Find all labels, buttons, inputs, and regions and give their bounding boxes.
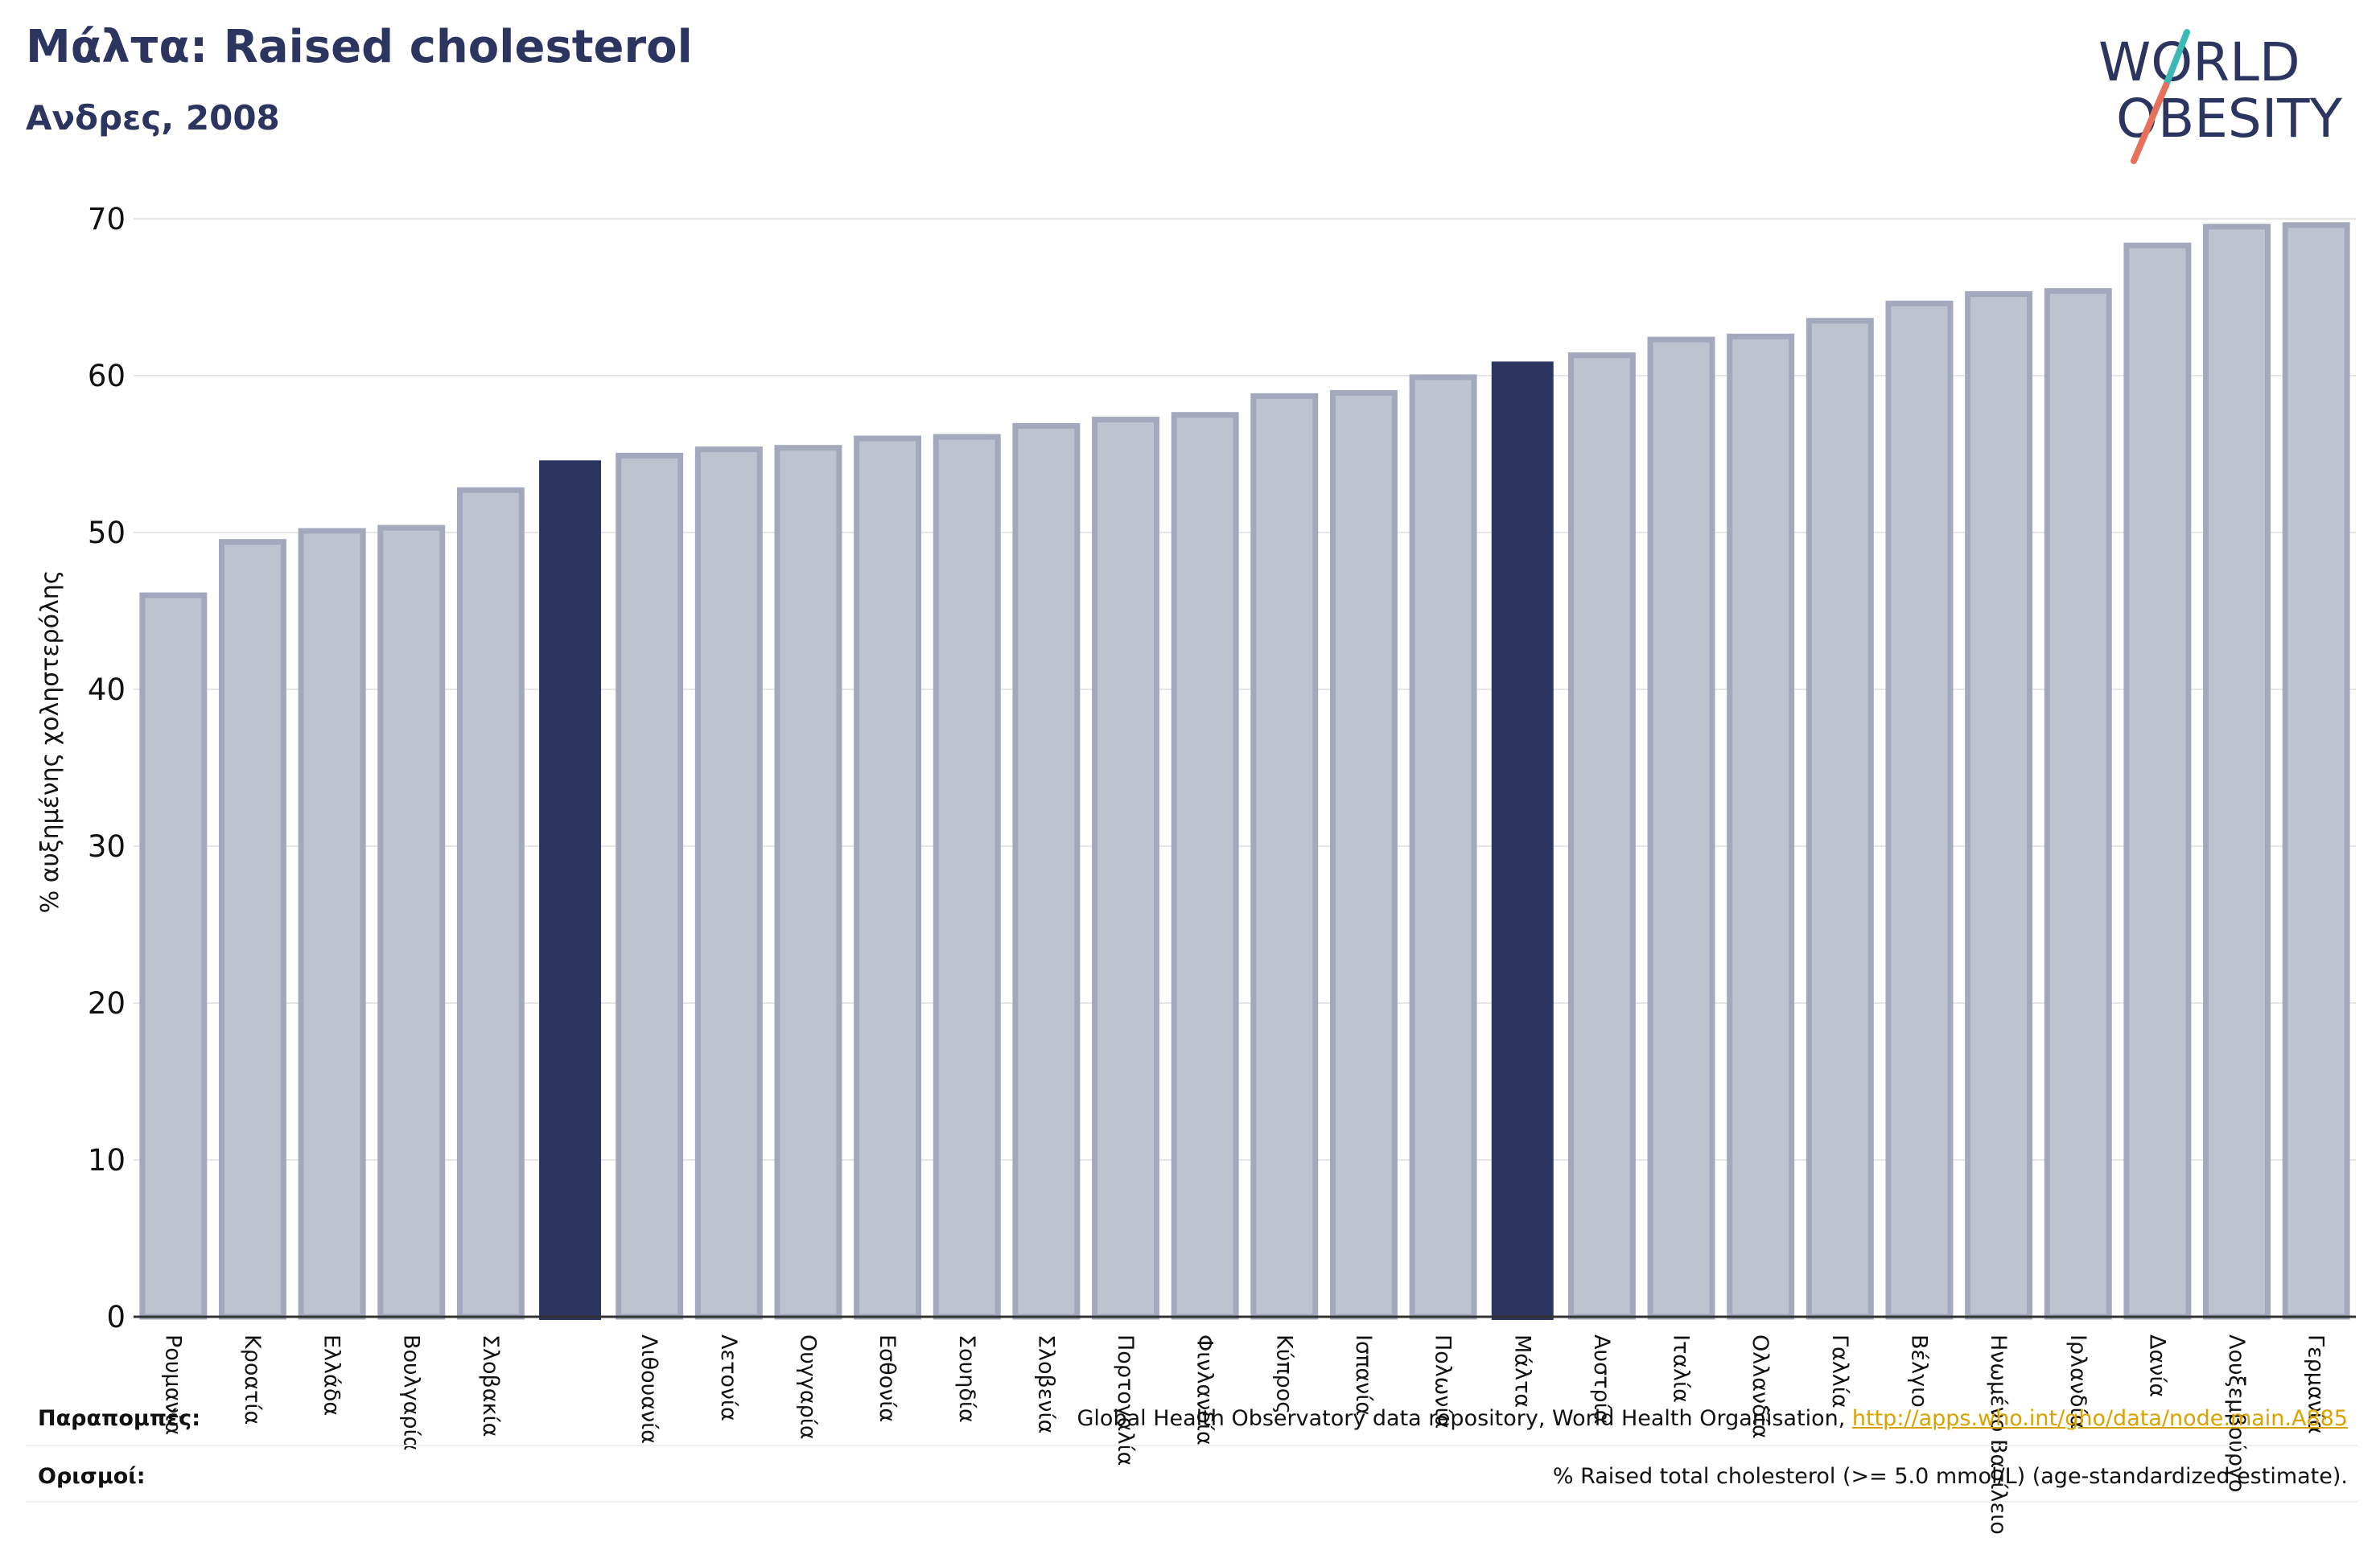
bar [456, 487, 525, 1320]
world-obesity-logo: WORLD OBESITY [2098, 29, 2343, 164]
x-tick-label: Ρουμανία [160, 1334, 185, 1435]
references-label: Παραπομπές: [38, 1406, 200, 1431]
x-tick-label: Δανία [2144, 1334, 2169, 1397]
bar [616, 452, 684, 1320]
bar [694, 446, 763, 1320]
x-tick-label: Λιθουανία [636, 1334, 661, 1444]
bar [2044, 288, 2112, 1320]
bar-highlighted [539, 460, 602, 1320]
footer-divider [26, 1445, 2357, 1446]
bar [1250, 393, 1319, 1320]
bar [139, 592, 208, 1320]
x-tick-label: Κύπρος [1271, 1334, 1296, 1414]
x-tick-label: Ισπανία [1351, 1334, 1376, 1416]
bar [1171, 412, 1239, 1320]
bar [2123, 242, 2192, 1320]
definitions-value: % Raised total cholesterol (>= 5.0 mmol/… [1552, 1464, 2348, 1489]
x-tick-label: Πορτογαλία [1113, 1334, 1138, 1466]
bar [1647, 336, 1715, 1320]
bar [2282, 222, 2350, 1320]
references-link[interactable]: http://apps.who.int/gho/data/node.main.A… [1851, 1406, 2348, 1431]
definitions-label: Ορισμοί: [38, 1464, 146, 1489]
x-tick-label: Σλοβενία [1033, 1334, 1058, 1433]
y-tick-label: 70 [88, 202, 126, 236]
x-tick-label: Εσθονία [875, 1334, 900, 1422]
bar [2203, 224, 2271, 1320]
y-tick-label: 10 [88, 1143, 126, 1178]
bar [298, 528, 366, 1320]
x-tick-label: Ιταλία [1669, 1334, 1694, 1403]
x-tick-label: Γαλλία [1827, 1334, 1852, 1408]
bar [1092, 417, 1160, 1320]
x-tick-label: Κροατία [240, 1334, 265, 1425]
references-text: Global Health Observatory data repositor… [1077, 1406, 1852, 1431]
x-tick-label: Ουγγαρία [795, 1334, 820, 1440]
x-tick-label: Ιρλανδία [2065, 1334, 2090, 1429]
bar [774, 445, 842, 1320]
y-tick-label: 30 [88, 829, 126, 864]
x-tick-label: Λετονία [716, 1334, 741, 1421]
x-tick-label: Σουηδία [954, 1334, 979, 1423]
y-tick-label: 20 [88, 986, 126, 1021]
chart-subtitle: Ανδρες, 2008 [26, 98, 280, 138]
bar [933, 434, 1001, 1320]
logo-line1: WORLD [2098, 31, 2300, 93]
x-tick-label: Ελλάδα [319, 1334, 344, 1416]
bar [1806, 318, 1874, 1320]
logo-slash-bottom [2131, 82, 2169, 164]
x-tick-label: Βέλγιο [1906, 1334, 1931, 1408]
bar [1329, 389, 1398, 1320]
bar [1012, 422, 1081, 1320]
bar [377, 524, 446, 1320]
references-value: Global Health Observatory data repositor… [1077, 1406, 2349, 1431]
y-axis-label: % αυξημένης χοληστερόλης [36, 570, 64, 914]
bar [218, 539, 286, 1320]
x-tick-label: Βουλγαρία [398, 1334, 423, 1451]
bar [854, 435, 922, 1320]
logo-slash-top [2163, 29, 2190, 88]
y-tick-label: 0 [106, 1300, 126, 1334]
bar [1965, 291, 2033, 1320]
x-tick-label: Μάλτα [1509, 1334, 1534, 1408]
footer-bottom-divider [26, 1501, 2357, 1503]
bar [1885, 300, 1954, 1320]
x-tick-label: Σλοβακία [478, 1334, 503, 1437]
x-tick-label: Αυστρία [1589, 1334, 1614, 1425]
bar [1409, 374, 1477, 1320]
bar [1567, 352, 1636, 1320]
bar-highlighted [1491, 361, 1554, 1321]
x-tick-label: Φινλανδία [1192, 1334, 1217, 1445]
x-tick-label: Γερμανία [2304, 1334, 2329, 1434]
bar [1727, 333, 1795, 1320]
x-tick-label: Λουξεμβούργο [2224, 1334, 2249, 1492]
x-tick-label: Πολωνία [1431, 1334, 1456, 1429]
y-tick-label: 50 [88, 516, 126, 550]
y-tick-label: 60 [88, 359, 126, 393]
y-tick-label: 40 [88, 672, 126, 707]
x-tick-label: Ολλανδία [1748, 1334, 1773, 1439]
references-row: Παραπομπές: Global Health Observatory da… [26, 1388, 2357, 1446]
chart-title: Μάλτα: Raised cholesterol [26, 21, 693, 73]
definitions-row: Ορισμοί: % Raised total cholesterol (>= … [26, 1446, 2357, 1504]
